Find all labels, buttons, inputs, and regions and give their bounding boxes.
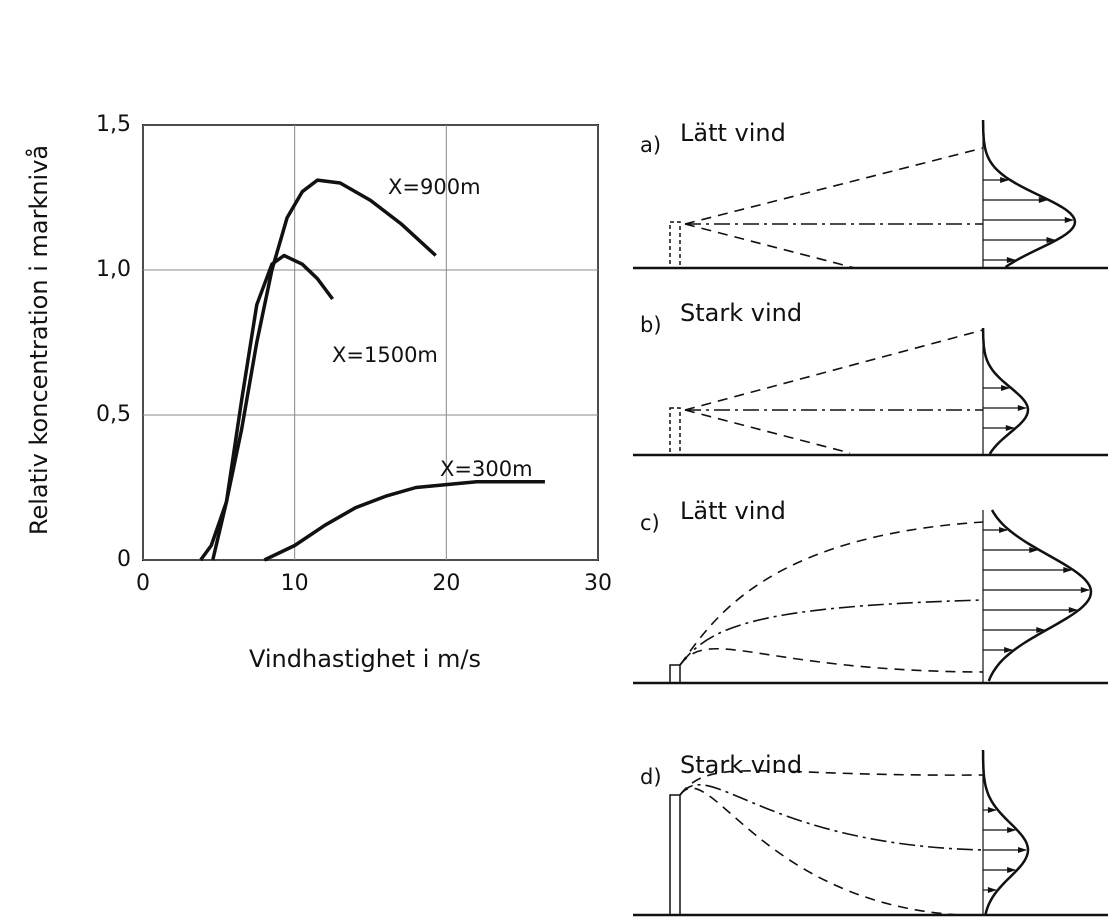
y-axis-label: Relativ koncentration i marknivå [24, 145, 53, 535]
plume-edge [684, 409, 851, 454]
plume-edge [684, 147, 984, 225]
plume-edge [684, 329, 984, 411]
plume-edge [679, 769, 984, 796]
arrow-head [987, 887, 997, 893]
plume-centerline [679, 599, 984, 666]
panel-letter: a) [640, 133, 661, 157]
plume-edge [679, 647, 984, 673]
arrow-head [1007, 867, 1017, 873]
arrow-head [1004, 647, 1014, 653]
velocity-profile [981, 328, 1030, 455]
plume-edge [684, 223, 856, 269]
y-tick-label: 1,5 [96, 112, 131, 137]
arrow-head [1064, 217, 1074, 223]
series-label: X=300m [440, 457, 533, 481]
arrow-head [999, 527, 1009, 533]
y-tick-label: 1,0 [96, 257, 131, 282]
panel-title: Lätt vind [680, 497, 786, 525]
panel-title: Stark vind [680, 751, 802, 779]
series-label: X=1500m [332, 343, 438, 367]
arrow-head [1005, 425, 1015, 431]
arrow-head [1036, 627, 1046, 633]
chimney [669, 407, 681, 456]
plume-edge [679, 787, 961, 916]
arrow-head [1038, 197, 1048, 203]
chimney [669, 794, 681, 916]
x-tick-label: 30 [584, 571, 612, 596]
y-tick-label: 0,5 [96, 402, 131, 427]
arrow-head [1029, 547, 1039, 553]
arrow-head [1001, 385, 1011, 391]
chimney [669, 664, 681, 684]
arrow-head [987, 807, 997, 813]
arrow-head [1017, 405, 1027, 411]
arrow-head [1080, 587, 1090, 593]
arrow-head [1007, 827, 1017, 833]
series-label: X=900m [388, 175, 481, 199]
line-series [199, 178, 437, 562]
velocity-profile [981, 749, 1030, 916]
panel-letter: b) [640, 313, 662, 337]
arrow-head [1068, 607, 1078, 613]
line-series [263, 479, 545, 562]
line-series [211, 253, 334, 561]
velocity-profile [981, 120, 1077, 269]
panel-title: Lätt vind [680, 119, 786, 147]
panel-title: Stark vind [680, 299, 802, 327]
y-tick-label: 0 [117, 547, 131, 572]
x-tick-label: 0 [136, 571, 150, 596]
x-tick-label: 20 [432, 571, 460, 596]
arrow-head [1018, 847, 1027, 853]
arrow-head [1006, 257, 1016, 263]
panel-letter: c) [640, 511, 660, 535]
velocity-profile [987, 509, 1093, 682]
arrow-head [1063, 567, 1073, 573]
arrow-head [1046, 237, 1056, 243]
arrow-head [1000, 177, 1010, 183]
panel-letter: d) [640, 765, 662, 789]
chimney [669, 221, 681, 269]
x-tick-label: 10 [281, 571, 309, 596]
plume-edge [679, 521, 984, 666]
x-axis-label: Vindhastighet i m/s [249, 645, 481, 673]
plume-centerline [679, 784, 984, 851]
